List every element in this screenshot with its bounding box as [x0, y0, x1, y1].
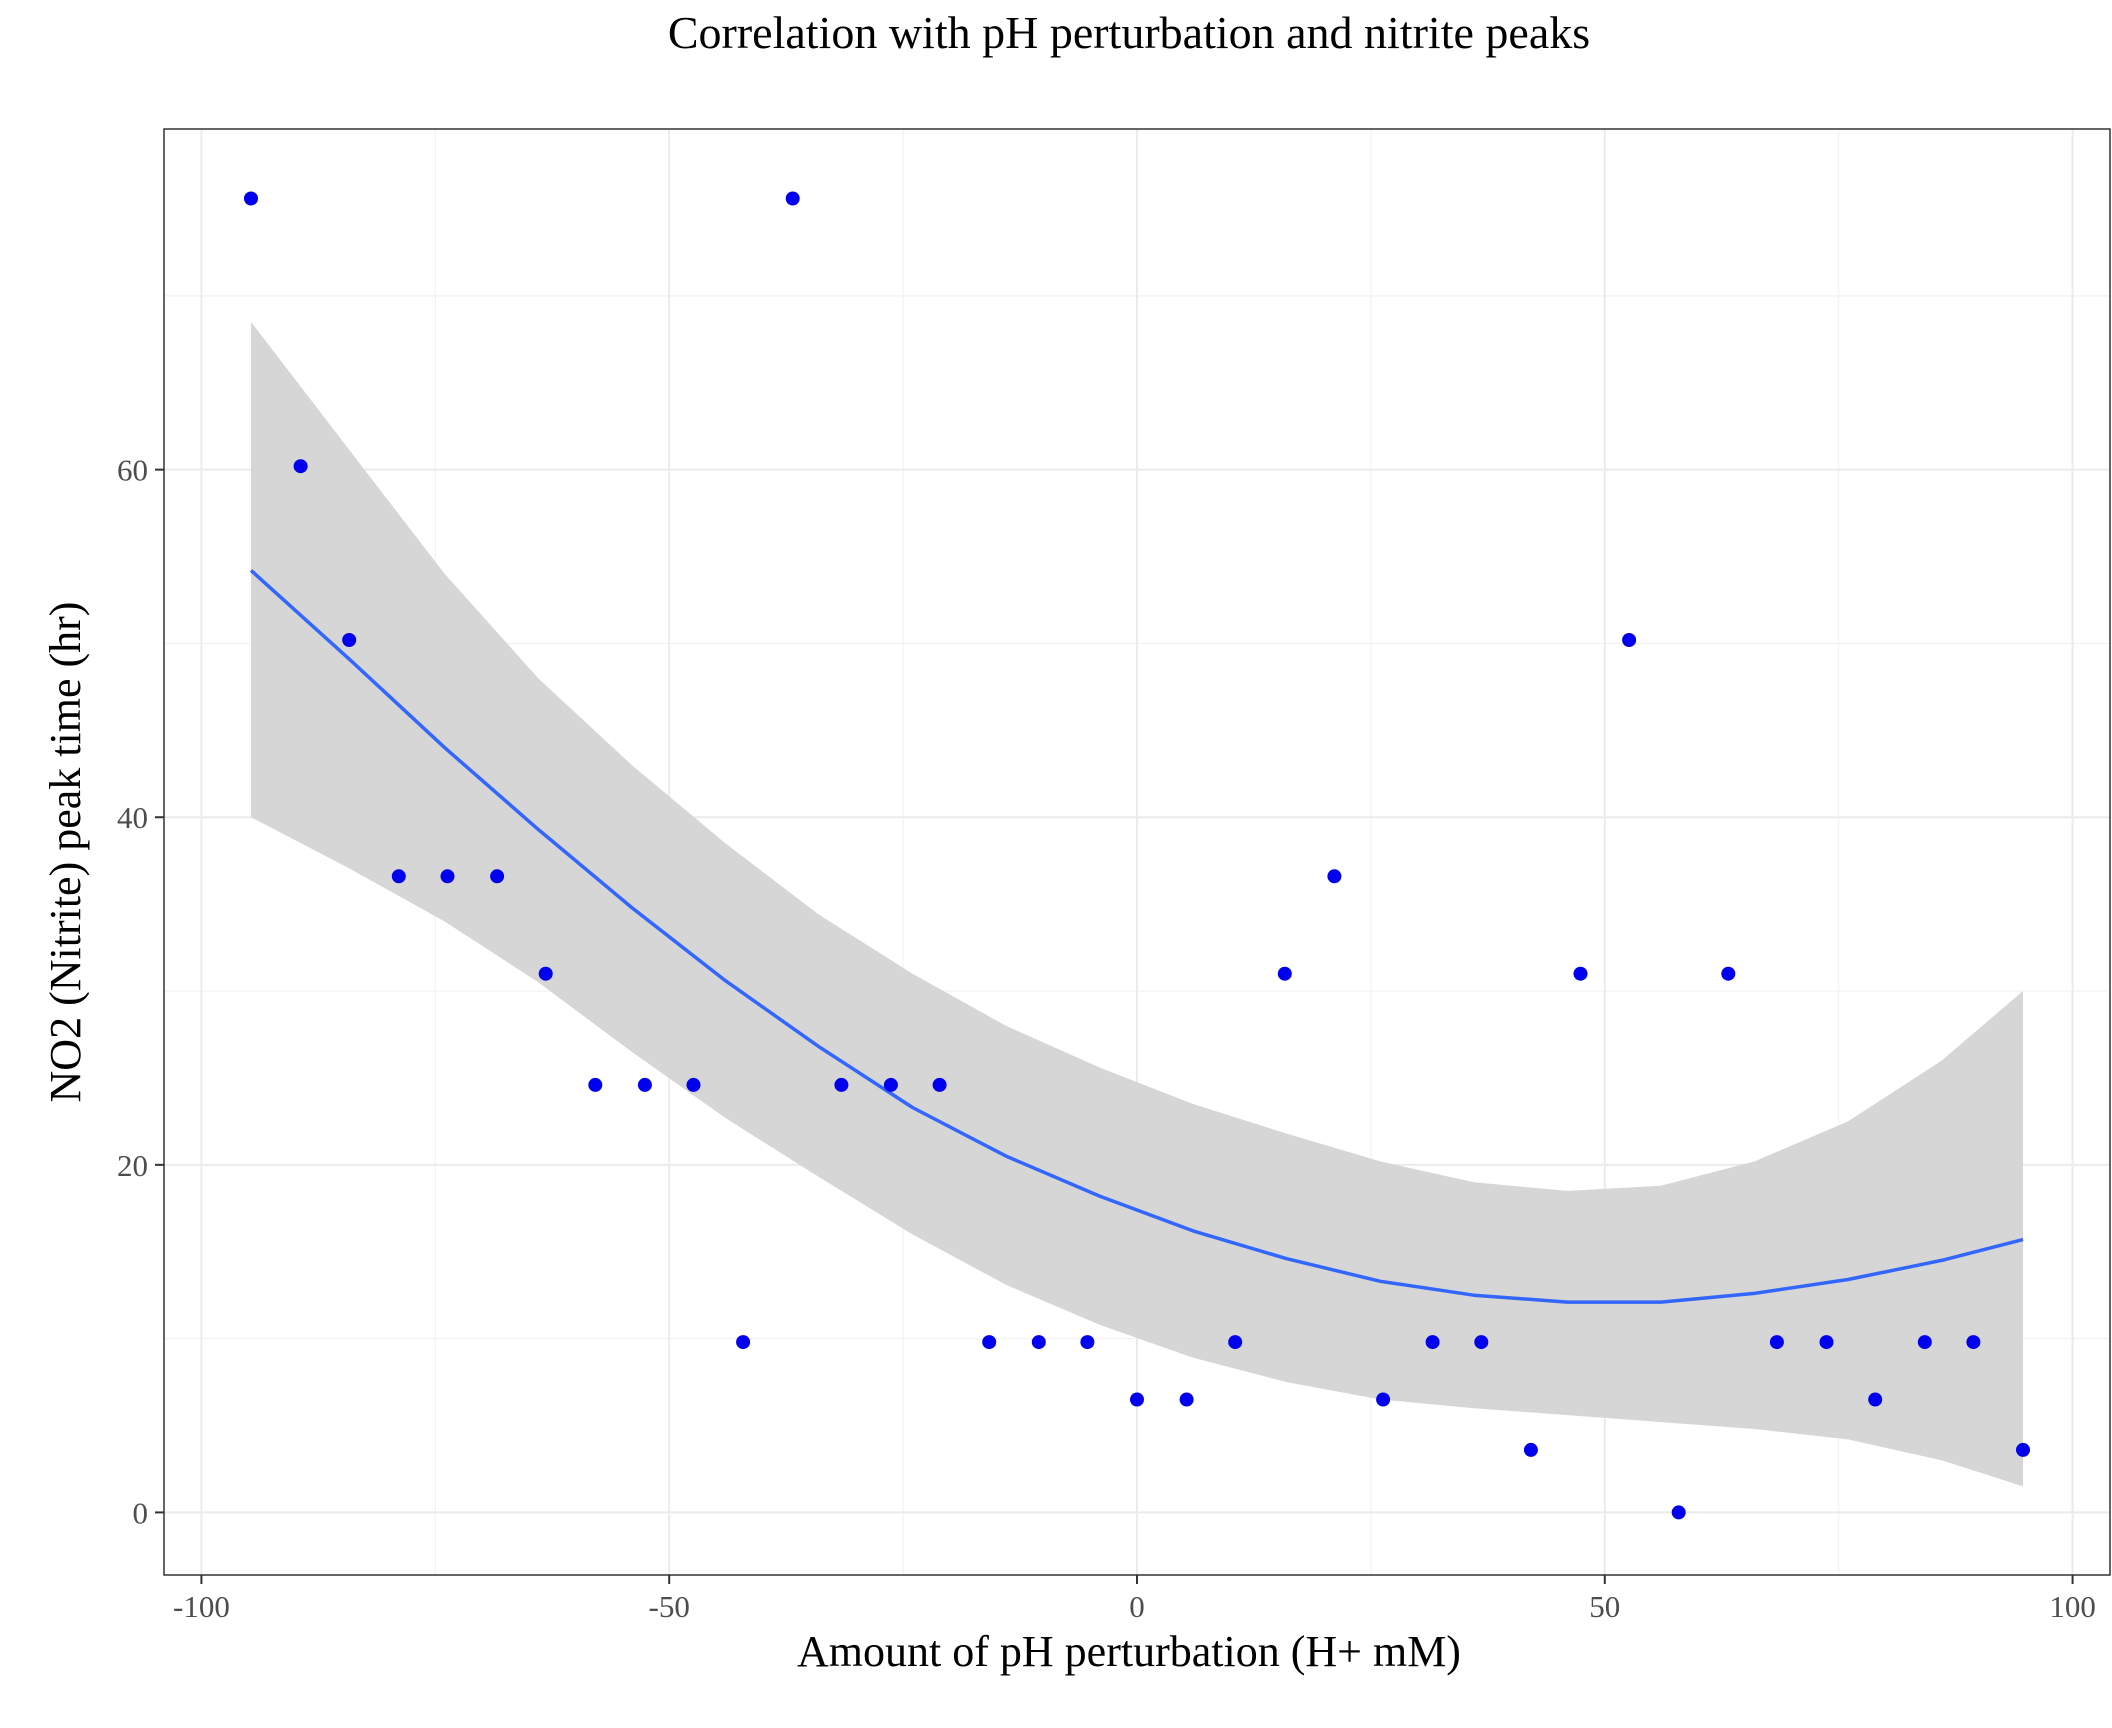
data-point [440, 869, 455, 884]
data-point [785, 191, 800, 206]
data-point [1622, 633, 1637, 647]
data-point [1819, 1335, 1834, 1350]
data-point [1228, 1335, 1243, 1350]
x-tick-label: -50 [649, 1589, 690, 1624]
confidence-band [251, 321, 2023, 1487]
data-point [1080, 1335, 1095, 1350]
data-point [342, 633, 357, 647]
x-axis: -100 -50 0 50 100 [173, 1575, 2096, 1624]
data-point [834, 1077, 849, 1092]
data-point [736, 1335, 751, 1350]
data-point [588, 1077, 603, 1092]
data-point [1769, 1335, 1784, 1350]
data-point [244, 191, 258, 206]
data-point [1573, 966, 1588, 981]
data-point [490, 869, 505, 884]
data-point [637, 1077, 652, 1092]
data-point [1523, 1442, 1538, 1457]
data-point [686, 1077, 701, 1092]
data-point [932, 1077, 947, 1092]
y-axis-label: NO2 (Nitrite) peak time (hr) [41, 602, 90, 1103]
x-axis-label: Amount of pH perturbation (H+ mM) [797, 1627, 1461, 1676]
data-point [1179, 1392, 1194, 1407]
x-tick-label: 50 [1589, 1589, 1620, 1624]
y-axis: 0 20 40 60 [117, 453, 164, 1530]
data-point [1031, 1335, 1046, 1350]
x-tick-label: 100 [2049, 1589, 2096, 1624]
points-layer [244, 191, 2030, 1520]
data-point [1917, 1335, 1932, 1350]
data-point [1425, 1335, 1440, 1350]
x-tick-label: -100 [173, 1589, 230, 1624]
data-point [1671, 1505, 1686, 1520]
y-tick-label: 60 [117, 453, 148, 488]
data-point [1868, 1392, 1883, 1407]
y-tick-label: 20 [117, 1148, 148, 1183]
smooth-line-layer [249, 569, 2024, 1304]
x-tick-label: 0 [1129, 1589, 1145, 1624]
data-point [982, 1335, 997, 1350]
data-point [2016, 1442, 2030, 1457]
confidence-band-layer [251, 321, 2023, 1487]
data-point [1376, 1392, 1391, 1407]
data-point [293, 459, 308, 474]
data-point [883, 1077, 898, 1092]
smooth-line [249, 569, 2024, 1304]
data-point [538, 966, 553, 981]
data-point [1277, 966, 1292, 981]
data-point [1721, 966, 1736, 981]
data-point [1474, 1335, 1489, 1350]
data-point [1327, 869, 1342, 884]
chart-title: Correlation with pH perturbation and nit… [668, 7, 1590, 58]
y-tick-label: 0 [133, 1495, 149, 1530]
data-point [1130, 1392, 1144, 1407]
data-point [391, 869, 406, 884]
data-point [1966, 1335, 1981, 1350]
y-tick-label: 40 [117, 800, 148, 835]
